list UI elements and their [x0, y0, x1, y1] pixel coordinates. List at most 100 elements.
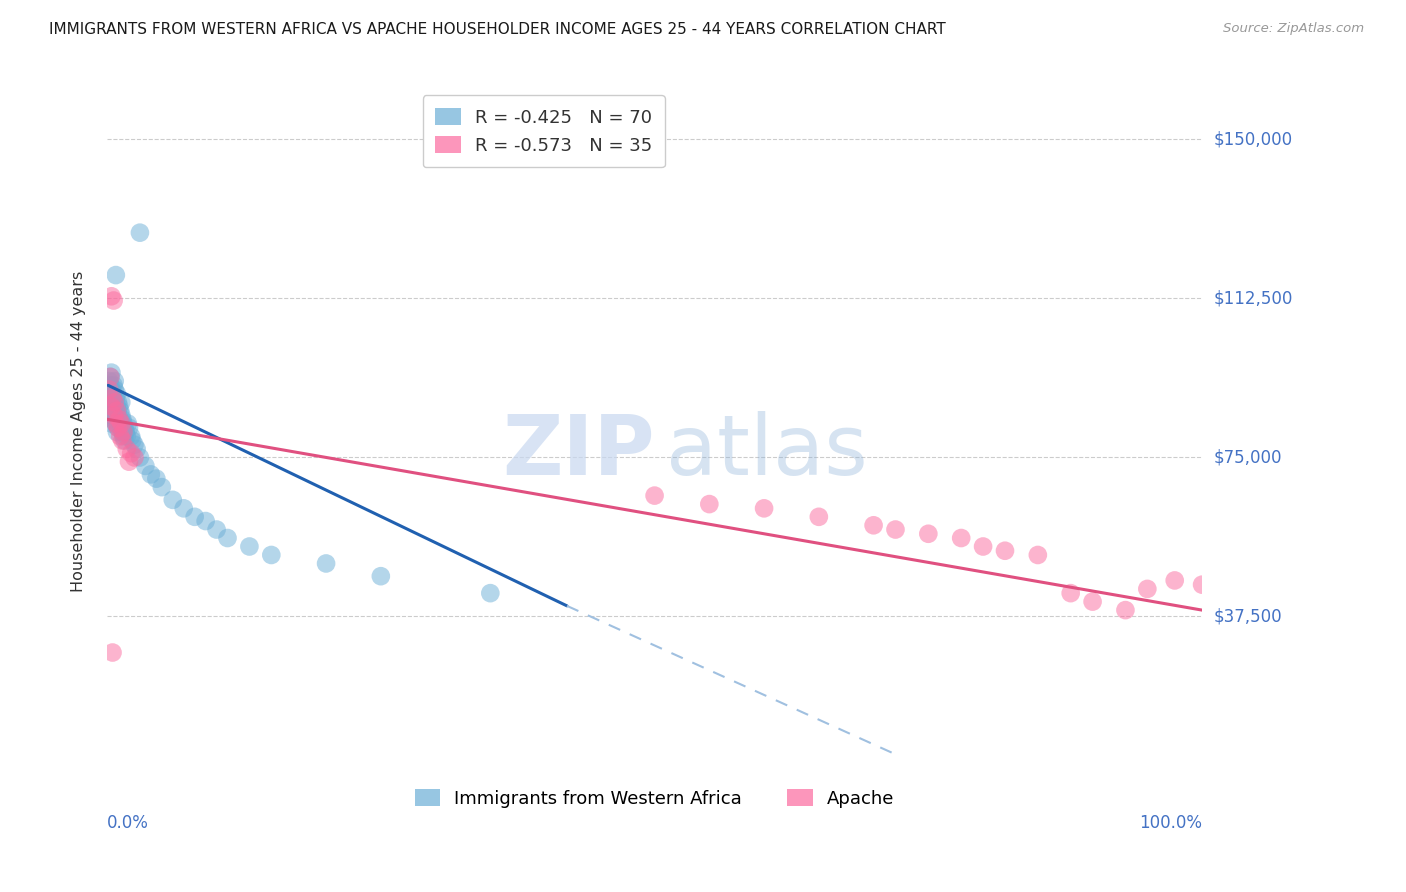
Point — [950, 531, 973, 545]
Point — [114, 421, 136, 435]
Point — [104, 374, 127, 388]
Point — [103, 408, 125, 422]
Y-axis label: Householder Income Ages 25 - 44 years: Householder Income Ages 25 - 44 years — [72, 270, 86, 591]
Point — [124, 438, 146, 452]
Point — [98, 369, 121, 384]
Point — [120, 429, 142, 443]
Point — [1060, 586, 1083, 600]
Point — [100, 400, 122, 414]
Point — [103, 408, 125, 422]
Point — [162, 492, 184, 507]
Point — [862, 518, 884, 533]
Point — [183, 509, 205, 524]
Point — [104, 417, 127, 431]
Text: atlas: atlas — [665, 411, 868, 492]
Point — [917, 526, 939, 541]
Point — [150, 480, 173, 494]
Point — [238, 540, 260, 554]
Point — [644, 489, 666, 503]
Point — [104, 404, 127, 418]
Point — [107, 421, 129, 435]
Point — [108, 400, 131, 414]
Point — [118, 421, 141, 435]
Point — [1136, 582, 1159, 596]
Point — [103, 378, 125, 392]
Point — [139, 467, 162, 482]
Point — [105, 387, 128, 401]
Point — [101, 646, 124, 660]
Point — [110, 417, 132, 431]
Point — [114, 434, 136, 448]
Point — [110, 417, 132, 431]
Point — [111, 425, 134, 439]
Point — [1081, 594, 1104, 608]
Point — [111, 412, 134, 426]
Text: $37,500: $37,500 — [1213, 607, 1282, 625]
Point — [112, 429, 135, 443]
Point — [98, 383, 121, 397]
Point — [1026, 548, 1049, 562]
Point — [370, 569, 392, 583]
Point — [98, 378, 121, 392]
Point — [101, 387, 124, 401]
Point — [104, 268, 127, 282]
Point — [100, 366, 122, 380]
Point — [260, 548, 283, 562]
Point — [117, 417, 139, 431]
Point — [98, 400, 121, 414]
Point — [98, 408, 121, 422]
Text: $75,000: $75,000 — [1213, 449, 1282, 467]
Point — [104, 383, 127, 397]
Point — [104, 412, 127, 426]
Point — [807, 509, 830, 524]
Point — [994, 543, 1017, 558]
Point — [101, 412, 124, 426]
Point — [97, 387, 120, 401]
Point — [104, 417, 127, 431]
Point — [104, 395, 127, 409]
Point — [173, 501, 195, 516]
Point — [884, 523, 907, 537]
Point — [110, 395, 132, 409]
Point — [479, 586, 502, 600]
Point — [103, 395, 125, 409]
Point — [101, 404, 124, 418]
Point — [107, 408, 129, 422]
Point — [111, 434, 134, 448]
Point — [105, 400, 128, 414]
Point — [103, 293, 125, 308]
Point — [101, 391, 124, 405]
Point — [104, 400, 127, 414]
Point — [205, 523, 228, 537]
Point — [129, 226, 152, 240]
Point — [118, 455, 141, 469]
Point — [110, 404, 132, 418]
Point — [1164, 574, 1187, 588]
Point — [115, 429, 138, 443]
Point — [100, 400, 122, 414]
Point — [114, 425, 136, 439]
Point — [1191, 577, 1213, 591]
Point — [699, 497, 721, 511]
Point — [104, 391, 127, 405]
Point — [110, 421, 132, 435]
Text: $150,000: $150,000 — [1213, 130, 1292, 148]
Point — [107, 421, 129, 435]
Point — [129, 450, 152, 465]
Point — [100, 289, 122, 303]
Point — [100, 383, 122, 397]
Point — [101, 391, 124, 405]
Point — [972, 540, 994, 554]
Point — [124, 450, 146, 465]
Text: 100.0%: 100.0% — [1139, 814, 1202, 832]
Point — [110, 429, 132, 443]
Point — [98, 374, 121, 388]
Point — [98, 369, 121, 384]
Point — [100, 417, 122, 431]
Point — [121, 434, 143, 448]
Point — [112, 425, 135, 439]
Point — [112, 417, 135, 431]
Point — [752, 501, 775, 516]
Point — [315, 557, 337, 571]
Point — [108, 412, 131, 426]
